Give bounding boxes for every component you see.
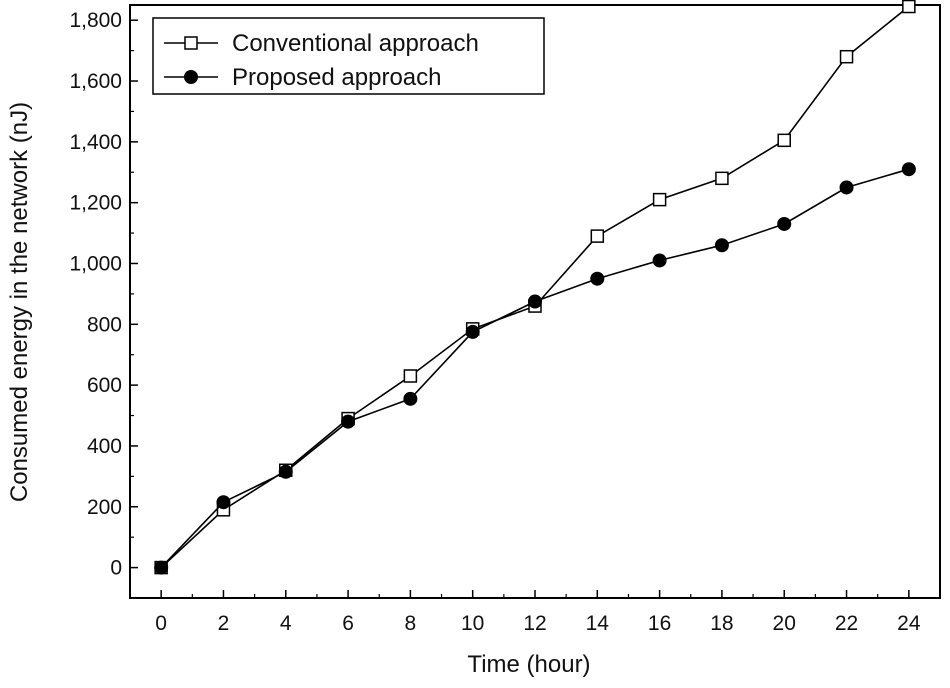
x-axis-title: Time (hour): [467, 651, 590, 678]
legend-label-conventional: Conventional approach: [232, 30, 479, 57]
y-axis-ticks: 0 200 400 600 800 1,000 1,200 1,400 1,600 1,800: [69, 9, 138, 580]
data-point-filled-circle: [901, 162, 916, 177]
data-point-filled-circle: [714, 238, 729, 253]
data-point-filled-circle: [278, 464, 293, 479]
data-point-filled-circle: [777, 216, 792, 231]
y-tick-label: 1,200: [69, 192, 122, 215]
y-tick-label: 200: [87, 496, 122, 519]
y-tick-label: 1,000: [69, 252, 122, 275]
y-tick-label: 400: [87, 435, 122, 458]
y-tick-label: 0: [110, 557, 122, 580]
data-point-open-square: [902, 0, 916, 14]
data-point-open-square: [715, 171, 729, 186]
x-tick-label: 2: [218, 612, 230, 635]
x-tick-label: 16: [648, 612, 671, 635]
x-axis-ticks: 0 2 4 6 8 10 12 14 16 18 20 22 24: [155, 590, 921, 635]
x-tick-label: 24: [897, 612, 921, 635]
series-line-1: [160, 168, 910, 569]
data-point-filled-circle: [403, 391, 418, 406]
legend-marker-filled-circle: [184, 70, 198, 84]
data-point-open-square: [839, 49, 854, 64]
data-point-filled-circle: [528, 294, 542, 309]
x-tick-label: 0: [155, 612, 167, 635]
data-point-open-square: [590, 229, 605, 243]
y-axis-title: Consumed energy in the network (nJ): [6, 102, 33, 502]
data-point-open-square: [403, 369, 418, 383]
x-tick-label: 8: [405, 612, 417, 635]
y-tick-label: 1,400: [69, 131, 122, 154]
data-point-filled-circle: [839, 180, 854, 195]
x-tick-label: 22: [835, 612, 858, 635]
legend-marker-open-square: [184, 36, 198, 50]
x-tick-label: 10: [461, 612, 484, 635]
x-tick-label: 18: [710, 612, 733, 635]
y-tick-label: 800: [87, 313, 122, 336]
data-point-filled-circle: [216, 495, 231, 510]
data-point-filled-circle: [465, 324, 480, 339]
data-point-open-square: [652, 192, 667, 207]
x-tick-label: 4: [280, 612, 292, 635]
x-tick-label: 14: [586, 612, 610, 635]
data-point-filled-circle: [341, 414, 356, 429]
data-point-filled-circle: [154, 560, 169, 575]
legend: Conventional approach Proposed approach: [152, 17, 545, 95]
legend-label-proposed: Proposed approach: [232, 64, 441, 91]
x-tick-label: 6: [342, 612, 354, 635]
y-tick-label: 600: [87, 374, 122, 397]
data-point-filled-circle: [590, 271, 605, 286]
data-point-open-square: [777, 133, 791, 148]
x-tick-label: 20: [773, 612, 796, 635]
x-tick-label: 12: [523, 612, 546, 635]
data-point-filled-circle: [652, 253, 667, 268]
series-layer: [154, 0, 916, 575]
y-tick-label: 1,600: [69, 70, 122, 93]
legend-box: [152, 17, 545, 95]
y-tick-label: 1,800: [69, 9, 122, 32]
